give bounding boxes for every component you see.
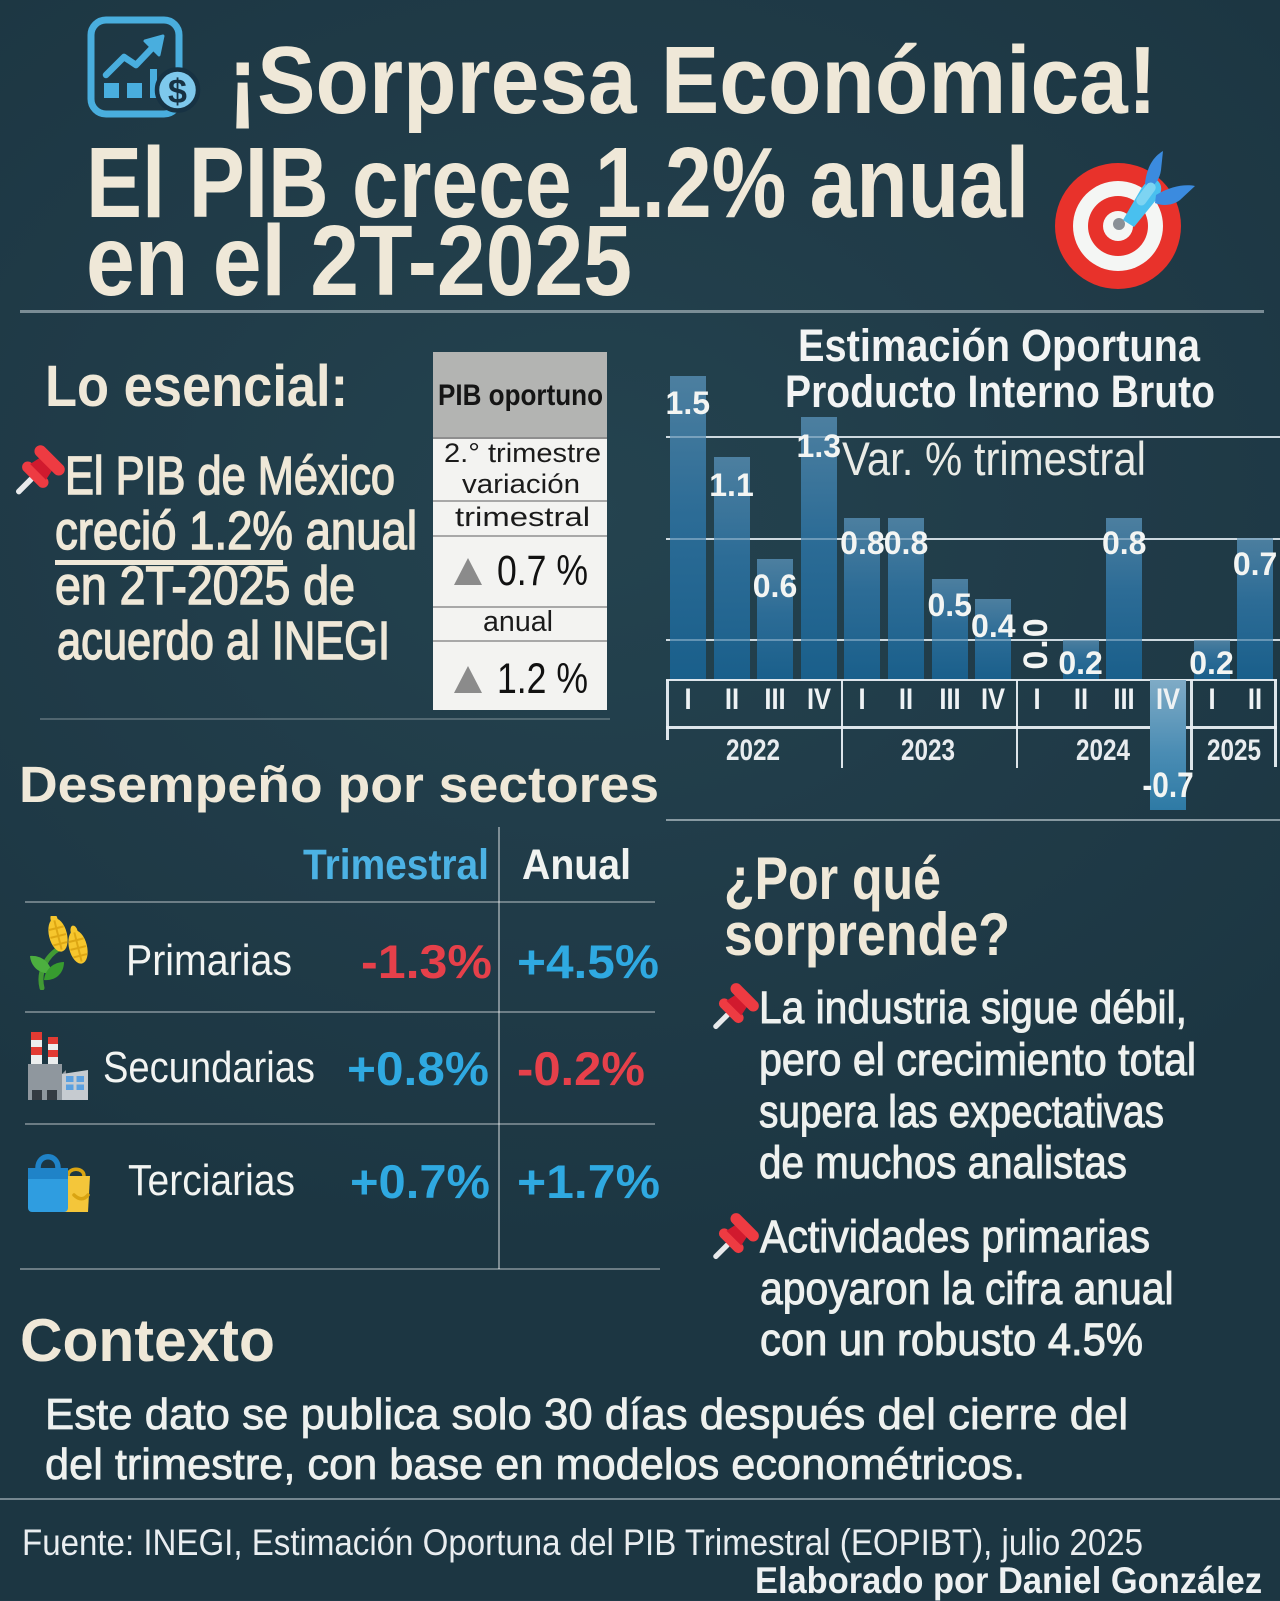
svg-text:$: $	[168, 73, 187, 111]
